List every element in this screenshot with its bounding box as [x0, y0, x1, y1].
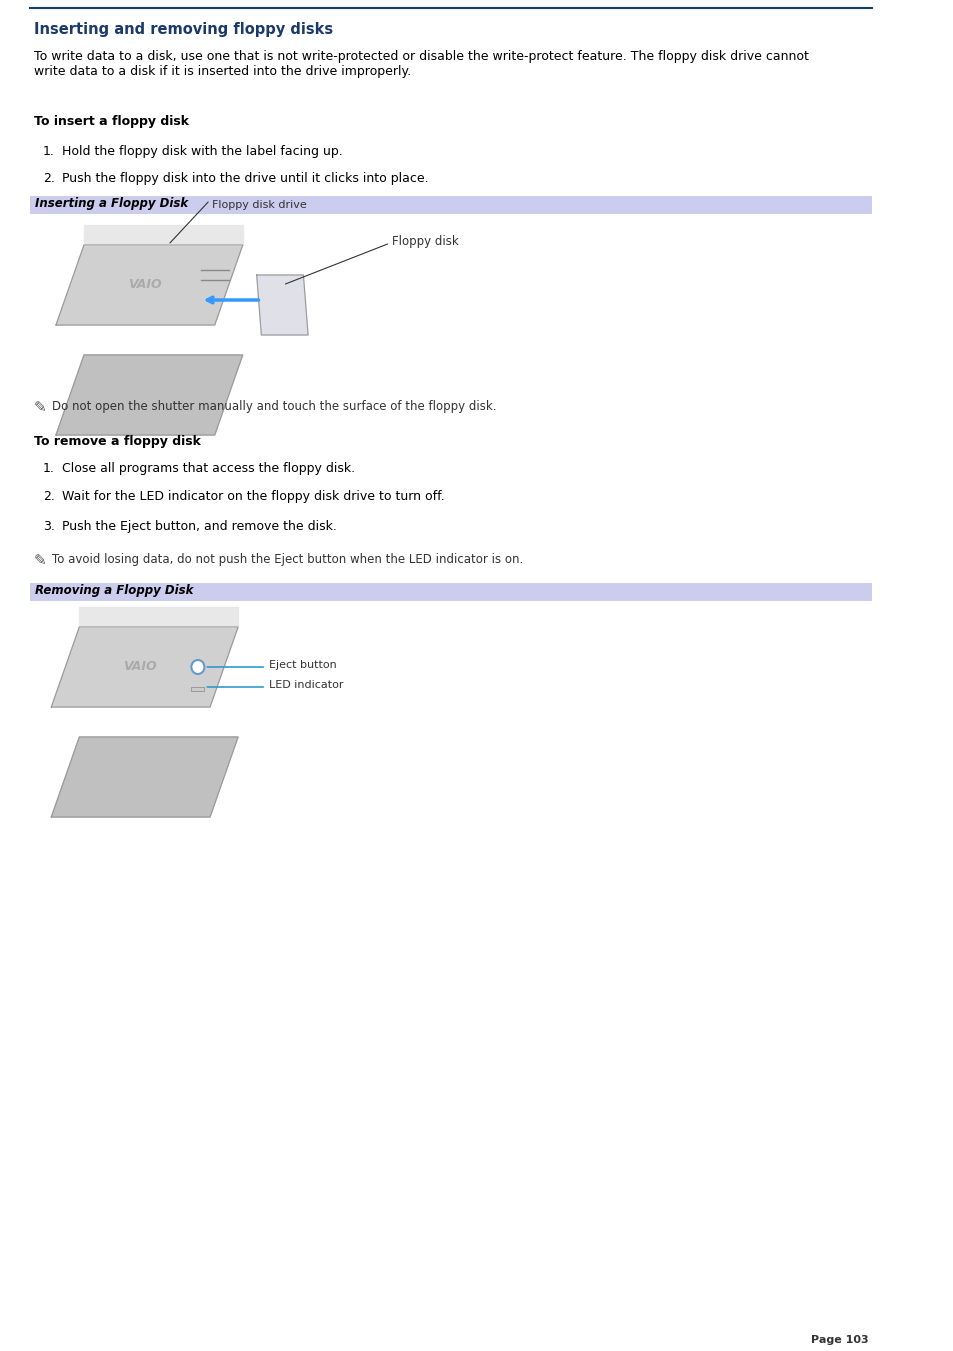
Text: Floppy disk: Floppy disk [392, 235, 458, 249]
Circle shape [192, 661, 204, 674]
Polygon shape [256, 276, 308, 335]
Text: Close all programs that access the floppy disk.: Close all programs that access the flopp… [62, 462, 355, 476]
Polygon shape [79, 607, 238, 627]
Polygon shape [56, 355, 242, 435]
Text: 1.: 1. [43, 462, 54, 476]
Text: VAIO: VAIO [128, 278, 161, 292]
Text: Page 103: Page 103 [810, 1335, 867, 1346]
Text: Hold the floppy disk with the label facing up.: Hold the floppy disk with the label faci… [62, 145, 342, 158]
Polygon shape [51, 738, 238, 817]
Text: ✎: ✎ [33, 400, 47, 415]
Text: 1.: 1. [43, 145, 54, 158]
Text: LED indicator: LED indicator [269, 680, 343, 690]
Text: Push the Eject button, and remove the disk.: Push the Eject button, and remove the di… [62, 520, 336, 534]
Bar [30, 196, 871, 213]
Bar [192, 688, 204, 690]
Text: ✎: ✎ [33, 553, 47, 567]
Polygon shape [56, 245, 242, 326]
Polygon shape [84, 226, 242, 245]
Text: 3.: 3. [43, 520, 54, 534]
Text: Inserting and removing floppy disks: Inserting and removing floppy disks [33, 22, 333, 36]
Text: 2.: 2. [43, 172, 54, 185]
Text: To write data to a disk, use one that is not write-protected or disable the writ: To write data to a disk, use one that is… [33, 50, 807, 78]
Polygon shape [51, 627, 238, 707]
Text: Wait for the LED indicator on the floppy disk drive to turn off.: Wait for the LED indicator on the floppy… [62, 490, 444, 503]
Text: Floppy disk drive: Floppy disk drive [212, 200, 306, 209]
Text: Inserting a Floppy Disk: Inserting a Floppy Disk [35, 197, 189, 209]
Text: To remove a floppy disk: To remove a floppy disk [33, 435, 200, 449]
Text: To insert a floppy disk: To insert a floppy disk [33, 115, 189, 128]
Text: Eject button: Eject button [269, 661, 336, 670]
Text: Do not open the shutter manually and touch the surface of the floppy disk.: Do not open the shutter manually and tou… [52, 400, 497, 413]
Text: Push the floppy disk into the drive until it clicks into place.: Push the floppy disk into the drive unti… [62, 172, 428, 185]
Text: 2.: 2. [43, 490, 54, 503]
Text: VAIO: VAIO [123, 661, 156, 674]
Text: To avoid losing data, do not push the Eject button when the LED indicator is on.: To avoid losing data, do not push the Ej… [52, 553, 523, 566]
Text: Removing a Floppy Disk: Removing a Floppy Disk [35, 584, 193, 597]
Bar [30, 584, 871, 601]
